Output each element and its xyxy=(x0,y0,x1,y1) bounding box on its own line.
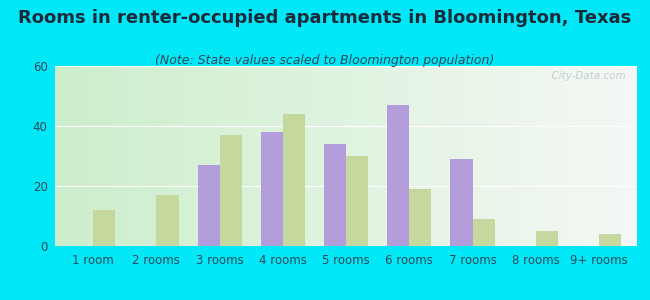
Bar xyxy=(346,156,369,246)
Bar xyxy=(93,210,115,246)
Bar xyxy=(473,219,495,246)
Bar xyxy=(220,135,242,246)
Bar xyxy=(536,231,558,246)
Bar xyxy=(198,165,220,246)
Bar xyxy=(261,132,283,246)
Bar xyxy=(599,234,621,246)
Bar xyxy=(324,144,346,246)
Bar xyxy=(410,189,432,246)
Bar xyxy=(283,114,305,246)
Bar xyxy=(157,195,179,246)
Bar xyxy=(387,105,410,246)
Text: (Note: State values scaled to Bloomington population): (Note: State values scaled to Bloomingto… xyxy=(155,54,495,67)
Text: Rooms in renter-occupied apartments in Bloomington, Texas: Rooms in renter-occupied apartments in B… xyxy=(18,9,632,27)
Bar xyxy=(450,159,473,246)
Text: City-Data.com: City-Data.com xyxy=(545,71,625,81)
